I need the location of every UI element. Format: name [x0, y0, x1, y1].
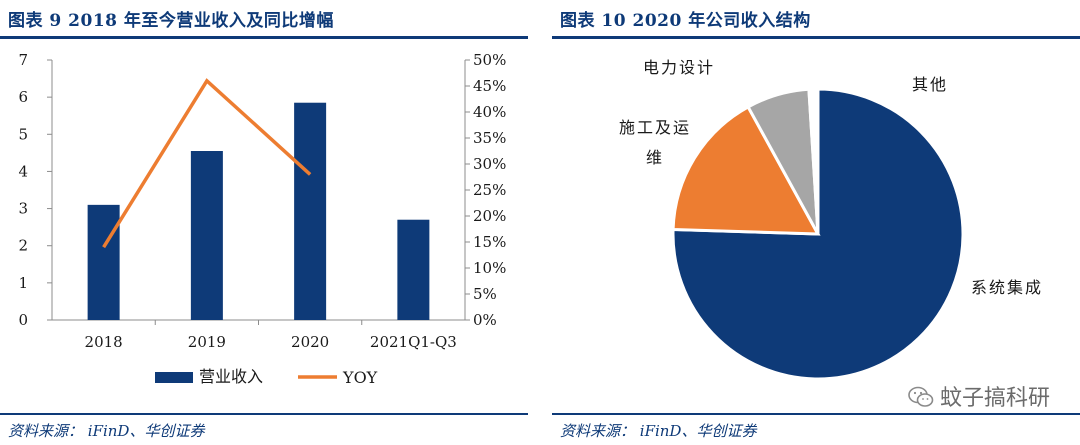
- revenue-yoy-chart: 0 1 2 3 4 5 6 7 0% 5% 10% 15% 20% 25% 30% 35% 40% 45% 50% 2…: [18, 51, 506, 387]
- legend-label-revenue: 营业收入: [199, 367, 263, 386]
- left-y-tick-label: 1: [18, 274, 28, 292]
- pie-label: 系统集成: [971, 278, 1043, 297]
- left-title-rule: [0, 36, 528, 39]
- legend-label-yoy: YOY: [342, 368, 378, 387]
- right-y-tick-label: 45%: [473, 77, 506, 95]
- left-y-tick-label: 4: [18, 162, 28, 180]
- left-source-note: 资料来源： iFinD、华创证券: [8, 422, 205, 440]
- right-y-tick-label: 5%: [473, 285, 497, 303]
- right-y-tick-label: 10%: [473, 259, 506, 277]
- x-tick-label: 2021Q1-Q3: [370, 333, 457, 351]
- yoy-line: [102, 78, 312, 249]
- legend-swatch-revenue: [155, 372, 193, 383]
- right-y-tick-label: 20%: [473, 207, 506, 225]
- wechat-icon: [908, 386, 934, 407]
- right-y-tick-label: 25%: [473, 181, 506, 199]
- pie-label: 施工及运: [619, 118, 691, 137]
- revenue-bar: [294, 102, 327, 320]
- right-y-tick-label: 40%: [473, 103, 506, 121]
- revenue-bar: [397, 219, 430, 320]
- x-tick-label: 2020: [291, 333, 329, 351]
- right-y-tick-label: 35%: [473, 129, 506, 147]
- pie-slice: [807, 87, 820, 235]
- watermark-text: 蚊子搞科研: [939, 386, 1050, 411]
- watermark: 蚊子搞科研: [908, 380, 1050, 412]
- x-tick-label: 2018: [85, 333, 123, 351]
- right-y-tick-label: 15%: [473, 233, 506, 251]
- pie-label: 维: [646, 148, 664, 167]
- left-y-tick-label: 7: [18, 51, 28, 69]
- pie-label: 电力设计: [643, 58, 715, 77]
- right-title-rule: [552, 36, 1080, 39]
- right-panel: 图表 10 2020 年公司收入结构 系统集成 施工及运维 电力设计其他 资料来源：…: [552, 0, 1080, 445]
- left-figure-title: 图表 9 2018 年至今营业收入及同比增幅: [8, 11, 334, 31]
- pie-label: 其他: [912, 75, 948, 94]
- left-y-tick-label: 3: [18, 200, 28, 218]
- left-panel: 图表 9 2018 年至今营业收入及同比增幅 0 1 2 3 4 5 6 7 0% 5% 10% 15…: [0, 0, 528, 445]
- right-source-note: 资料来源： iFinD、华创证券: [560, 422, 757, 440]
- pie-slice: [671, 104, 821, 236]
- x-tick-label: 2019: [188, 333, 226, 351]
- right-source-rule: [552, 413, 1080, 415]
- left-y-tick-label: 0: [18, 311, 28, 329]
- right-figure-title: 图表 10 2020 年公司收入结构: [560, 11, 811, 31]
- left-y-tick-label: 6: [18, 88, 28, 106]
- revenue-bar: [190, 151, 223, 320]
- right-y-tick-label: 30%: [473, 155, 506, 173]
- left-source-rule: [0, 413, 528, 415]
- left-y-tick-label: 2: [18, 237, 28, 255]
- right-y-tick-label: 50%: [473, 51, 506, 69]
- left-y-tick-label: 5: [18, 125, 28, 143]
- right-y-tick-label: 0%: [473, 311, 497, 329]
- revenue-bar: [87, 204, 120, 320]
